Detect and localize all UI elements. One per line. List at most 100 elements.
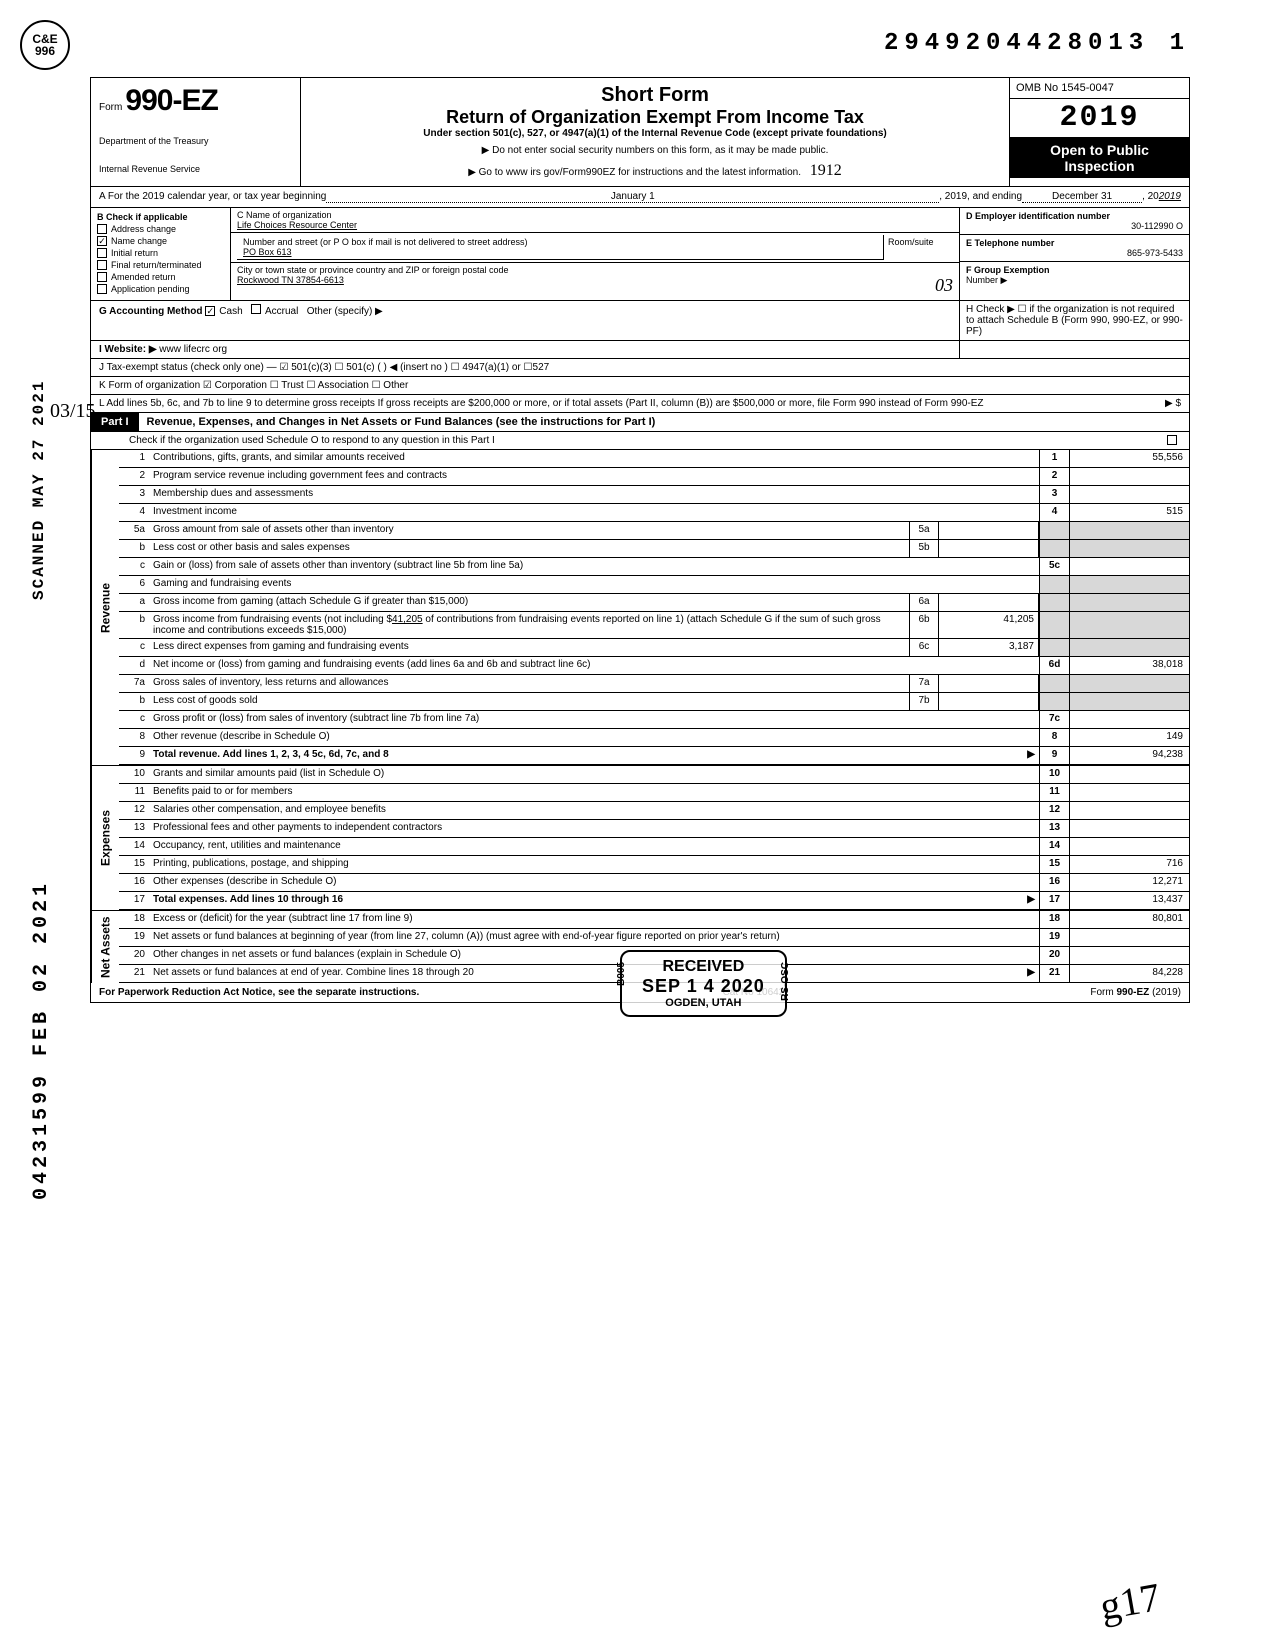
- line-right-num: 20: [1039, 947, 1069, 964]
- line-right-val: [1069, 675, 1189, 692]
- form-line: 10Grants and similar amounts paid (list …: [119, 766, 1189, 784]
- line-desc: Gross sales of inventory, less returns a…: [149, 675, 909, 692]
- line-right-val: [1069, 576, 1189, 593]
- city-label: City or town state or province country a…: [237, 265, 508, 275]
- line-desc: Net assets or fund balances at end of ye…: [149, 965, 1039, 982]
- cash-checkbox[interactable]: ✓: [205, 306, 215, 316]
- checkbox[interactable]: [97, 272, 107, 282]
- checkbox[interactable]: [97, 224, 107, 234]
- line-right-num: [1039, 576, 1069, 593]
- line-num: 10: [119, 766, 149, 783]
- form-number: 990-EZ: [125, 84, 217, 117]
- checkbox[interactable]: [97, 284, 107, 294]
- footer: For Paperwork Reduction Act Notice, see …: [91, 983, 1189, 1002]
- street-label: Number and street (or P O box if mail is…: [243, 237, 527, 247]
- scanned-stamp: SCANNED MAY 27 2021: [30, 380, 48, 600]
- line-desc: Other revenue (describe in Schedule O): [149, 729, 1039, 746]
- footer-left: For Paperwork Reduction Act Notice, see …: [99, 987, 419, 998]
- part1-checkbox[interactable]: [1167, 435, 1177, 445]
- colb-item: Address change: [97, 224, 224, 234]
- line-desc: Other changes in net assets or fund bala…: [149, 947, 1039, 964]
- ein: 30-112990 O: [966, 221, 1183, 231]
- colb-item: ✓Name change: [97, 236, 224, 246]
- line-right-num: [1039, 594, 1069, 611]
- g-cash: Cash: [219, 306, 242, 317]
- form-container: Form 990-EZ Department of the Treasury I…: [90, 77, 1190, 1003]
- line-a: A For the 2019 calendar year, or tax yea…: [91, 187, 1189, 208]
- line-right-val: [1069, 784, 1189, 801]
- document-number: 2949204428013 1: [884, 30, 1190, 57]
- return-title: Return of Organization Exempt From Incom…: [311, 107, 999, 128]
- city: Rockwood TN 37854-6613: [237, 275, 344, 285]
- checkbox[interactable]: [97, 248, 107, 258]
- line-mid-val: [939, 522, 1039, 539]
- line-desc: Contributions, gifts, grants, and simila…: [149, 450, 1039, 467]
- line-num: d: [119, 657, 149, 674]
- open-public-1: Open to Public: [1014, 142, 1185, 158]
- row-j: J Tax-exempt status (check only one) — ☑…: [91, 359, 1189, 377]
- form-line: 2Program service revenue including gover…: [119, 468, 1189, 486]
- row-l: L Add lines 5b, 6c, and 7b to line 9 to …: [91, 395, 1189, 413]
- line-right-num: 5c: [1039, 558, 1069, 575]
- part1-check-text: Check if the organization used Schedule …: [129, 435, 495, 446]
- line-desc: Professional fees and other payments to …: [149, 820, 1039, 837]
- line-mid-num: 7b: [909, 693, 939, 710]
- line-right-val: [1069, 693, 1189, 710]
- line-right-val: 80,801: [1069, 911, 1189, 928]
- group-number: Number ▶: [966, 275, 1007, 285]
- street: PO Box 613: [243, 247, 292, 257]
- form-line: 21Net assets or fund balances at end of …: [119, 965, 1189, 983]
- form-line: 17Total expenses. Add lines 10 through 1…: [119, 892, 1189, 910]
- form-line: 3Membership dues and assessments3: [119, 486, 1189, 504]
- form-line: 18Excess or (deficit) for the year (subt…: [119, 911, 1189, 929]
- line-desc: Total revenue. Add lines 1, 2, 3, 4 5c, …: [149, 747, 1039, 764]
- line-mid-num: 6c: [909, 639, 939, 656]
- checkbox[interactable]: [97, 260, 107, 270]
- line-desc: Membership dues and assessments: [149, 486, 1039, 503]
- form-line: cGross profit or (loss) from sales of in…: [119, 711, 1189, 729]
- form-line: bLess cost of goods sold7b: [119, 693, 1189, 711]
- title-right: OMB No 1545-0047 2019 Open to Public Ins…: [1009, 78, 1189, 186]
- line-right-val: [1069, 612, 1189, 638]
- form-line: 11Benefits paid to or for members11: [119, 784, 1189, 802]
- line-desc: Gross income from gaming (attach Schedul…: [149, 594, 909, 611]
- stamp-line2: 996: [35, 45, 55, 57]
- line-mid-val: 3,187: [939, 639, 1039, 656]
- checkbox[interactable]: ✓: [97, 236, 107, 246]
- form-line: cGain or (loss) from sale of assets othe…: [119, 558, 1189, 576]
- row-l-arrow: ▶ $: [1165, 398, 1181, 409]
- line-num: b: [119, 612, 149, 638]
- line-right-val: 38,018: [1069, 657, 1189, 674]
- line-num: 16: [119, 874, 149, 891]
- line-a-prefix: A For the 2019 calendar year, or tax yea…: [99, 191, 326, 203]
- accrual-checkbox[interactable]: [251, 304, 261, 314]
- line-desc: Grants and similar amounts paid (list in…: [149, 766, 1039, 783]
- line-right-num: 3: [1039, 486, 1069, 503]
- line-right-val: 716: [1069, 856, 1189, 873]
- form-line: 9Total revenue. Add lines 1, 2, 3, 4 5c,…: [119, 747, 1189, 765]
- form-line: 1Contributions, gifts, grants, and simil…: [119, 450, 1189, 468]
- line-right-num: [1039, 675, 1069, 692]
- form-line: 14Occupancy, rent, utilities and mainten…: [119, 838, 1189, 856]
- col-c: C Name of organization Life Choices Reso…: [231, 208, 959, 300]
- signature: g17: [1096, 1573, 1163, 1630]
- line-num: 1: [119, 450, 149, 467]
- line-mid-num: 5a: [909, 522, 939, 539]
- omb-number: OMB No 1545-0047: [1010, 78, 1189, 99]
- line-right-val: 13,437: [1069, 892, 1189, 909]
- part1-label: Part I: [91, 413, 139, 431]
- line-num: 7a: [119, 675, 149, 692]
- line-num: 18: [119, 911, 149, 928]
- checkbox-label: Final return/terminated: [111, 260, 202, 270]
- title-left: Form 990-EZ Department of the Treasury I…: [91, 78, 301, 186]
- line-right-val: [1069, 594, 1189, 611]
- line-desc: Net income or (loss) from gaming and fun…: [149, 657, 1039, 674]
- line-num: 15: [119, 856, 149, 873]
- line-num: 14: [119, 838, 149, 855]
- line-right-val: [1069, 820, 1189, 837]
- form-line: 4Investment income4515: [119, 504, 1189, 522]
- section-bcd: B Check if applicable Address change✓Nam…: [91, 208, 1189, 301]
- top-header: 2949204428013 1: [90, 30, 1190, 57]
- line-right-num: 4: [1039, 504, 1069, 521]
- line-num: 20: [119, 947, 149, 964]
